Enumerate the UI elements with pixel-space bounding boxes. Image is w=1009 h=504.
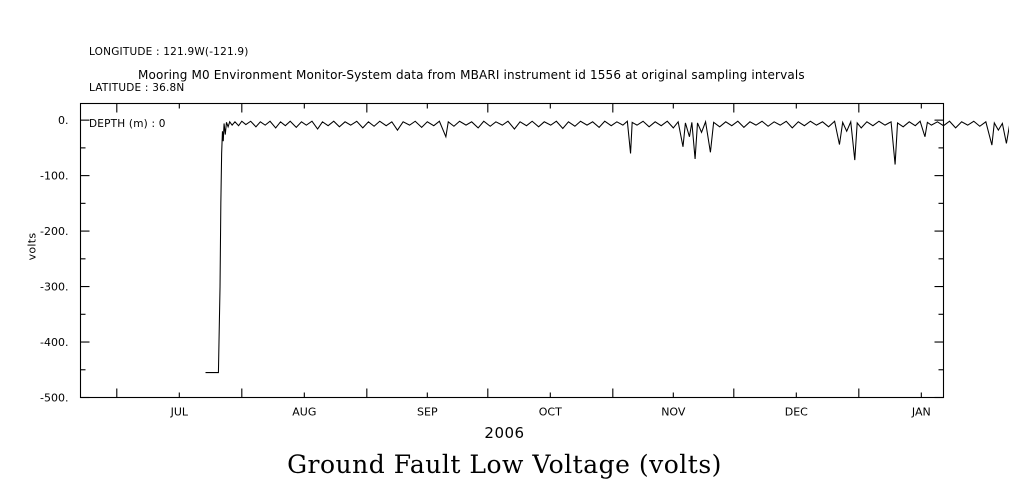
plot-title: Mooring M0 Environment Monitor-System da…	[138, 68, 805, 82]
x-tick-label: OCT	[539, 406, 562, 419]
longitude-text: LONGITUDE : 121.9W(-121.9)	[89, 46, 249, 58]
y-tick-label: -400.	[40, 336, 68, 349]
y-tick-label: -300.	[40, 281, 68, 294]
y-tick-label: -200.	[40, 225, 68, 238]
x-tick-label: SEP	[417, 406, 438, 419]
figure-caption: Ground Fault Low Voltage (volts)	[287, 450, 722, 479]
station-metadata: LONGITUDE : 121.9W(-121.9) LATITUDE : 36…	[89, 22, 249, 154]
chart-axes	[79, 102, 945, 399]
latitude-text: LATITUDE : 36.8N	[89, 82, 185, 94]
x-tick-label: DEC	[785, 406, 808, 419]
depth-text: DEPTH (m) : 0	[89, 118, 166, 130]
x-tick-label: JAN	[911, 406, 931, 419]
plot-frame	[79, 102, 945, 399]
chart-tick-labels: 0. -100. -200. -300. -400. -500. JUL AUG SEP OCT N…	[40, 114, 931, 418]
chart-series	[205, 119, 1009, 374]
x-tick-label: NOV	[661, 406, 686, 419]
y-tick-label: -100.	[40, 170, 68, 183]
y-tick-label: -500.	[40, 392, 68, 405]
y-tick-label: 0.	[58, 114, 69, 127]
x-tick-label: JUL	[170, 406, 189, 419]
data-line	[205, 119, 1009, 374]
x-axis-label: 2006	[484, 424, 525, 442]
x-tick-label: AUG	[292, 406, 316, 419]
